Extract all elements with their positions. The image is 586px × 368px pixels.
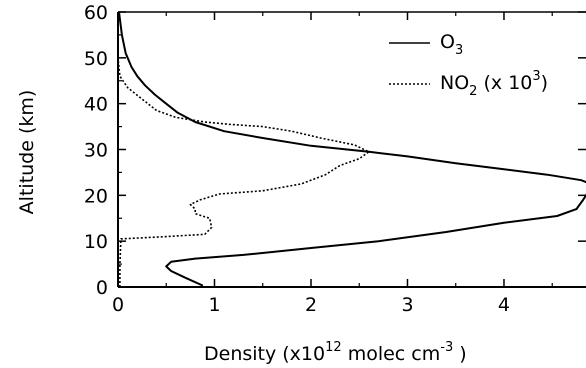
y-axis-title: Altitude (km): [16, 90, 38, 215]
y-tick-label: 10: [84, 231, 108, 253]
x-tick-label: 2: [305, 294, 317, 316]
x-tick-label: 3: [401, 294, 413, 316]
series-line-o3: [118, 11, 586, 287]
legend-o3-label: O3: [440, 31, 463, 58]
y-tick-label: 40: [84, 94, 108, 116]
plot-lines: [117, 11, 586, 287]
y-tick-label: 20: [84, 185, 108, 207]
y-tick-label: 30: [84, 140, 108, 162]
x-tick-label: 4: [498, 294, 510, 316]
chart-legend: O3 NO2 (x 103): [389, 31, 548, 99]
x-axis-title: Density (x1012 molec cm-3 ): [204, 340, 467, 365]
x-tick-label: 0: [112, 294, 124, 316]
y-tick-label: 0: [96, 277, 108, 299]
y-tick-label: 50: [84, 48, 108, 70]
x-tick-label: 1: [208, 294, 220, 316]
series-line-no2: [117, 57, 370, 287]
ticks: [117, 11, 586, 288]
legend-no2-label: NO2 (x 103): [440, 69, 548, 99]
y-tick-label: 60: [84, 2, 108, 24]
